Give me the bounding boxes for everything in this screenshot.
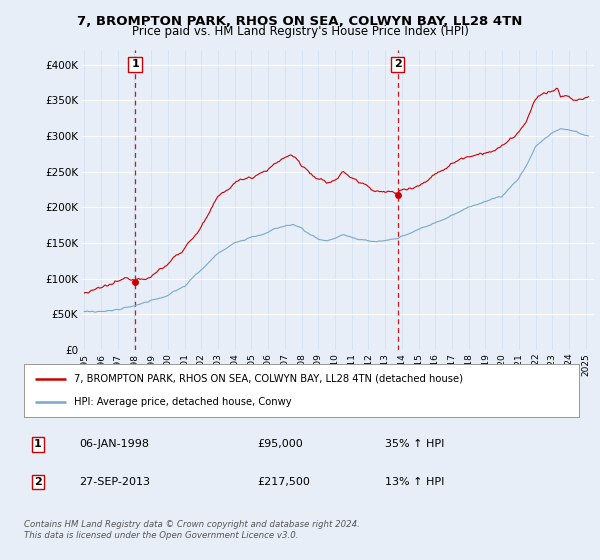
Text: Contains HM Land Registry data © Crown copyright and database right 2024.
This d: Contains HM Land Registry data © Crown c… (24, 520, 360, 540)
Text: 1: 1 (34, 440, 42, 450)
Text: 06-JAN-1998: 06-JAN-1998 (79, 440, 149, 450)
Text: 13% ↑ HPI: 13% ↑ HPI (385, 477, 444, 487)
Text: £217,500: £217,500 (257, 477, 310, 487)
Text: 7, BROMPTON PARK, RHOS ON SEA, COLWYN BAY, LL28 4TN (detached house): 7, BROMPTON PARK, RHOS ON SEA, COLWYN BA… (74, 374, 463, 384)
Text: 2: 2 (34, 477, 42, 487)
Text: HPI: Average price, detached house, Conwy: HPI: Average price, detached house, Conw… (74, 397, 292, 407)
Text: Price paid vs. HM Land Registry's House Price Index (HPI): Price paid vs. HM Land Registry's House … (131, 25, 469, 38)
Text: £95,000: £95,000 (257, 440, 303, 450)
Text: 1: 1 (131, 59, 139, 69)
Text: 2: 2 (394, 59, 401, 69)
Text: 35% ↑ HPI: 35% ↑ HPI (385, 440, 444, 450)
Text: 27-SEP-2013: 27-SEP-2013 (79, 477, 151, 487)
Text: 7, BROMPTON PARK, RHOS ON SEA, COLWYN BAY, LL28 4TN: 7, BROMPTON PARK, RHOS ON SEA, COLWYN BA… (77, 15, 523, 27)
